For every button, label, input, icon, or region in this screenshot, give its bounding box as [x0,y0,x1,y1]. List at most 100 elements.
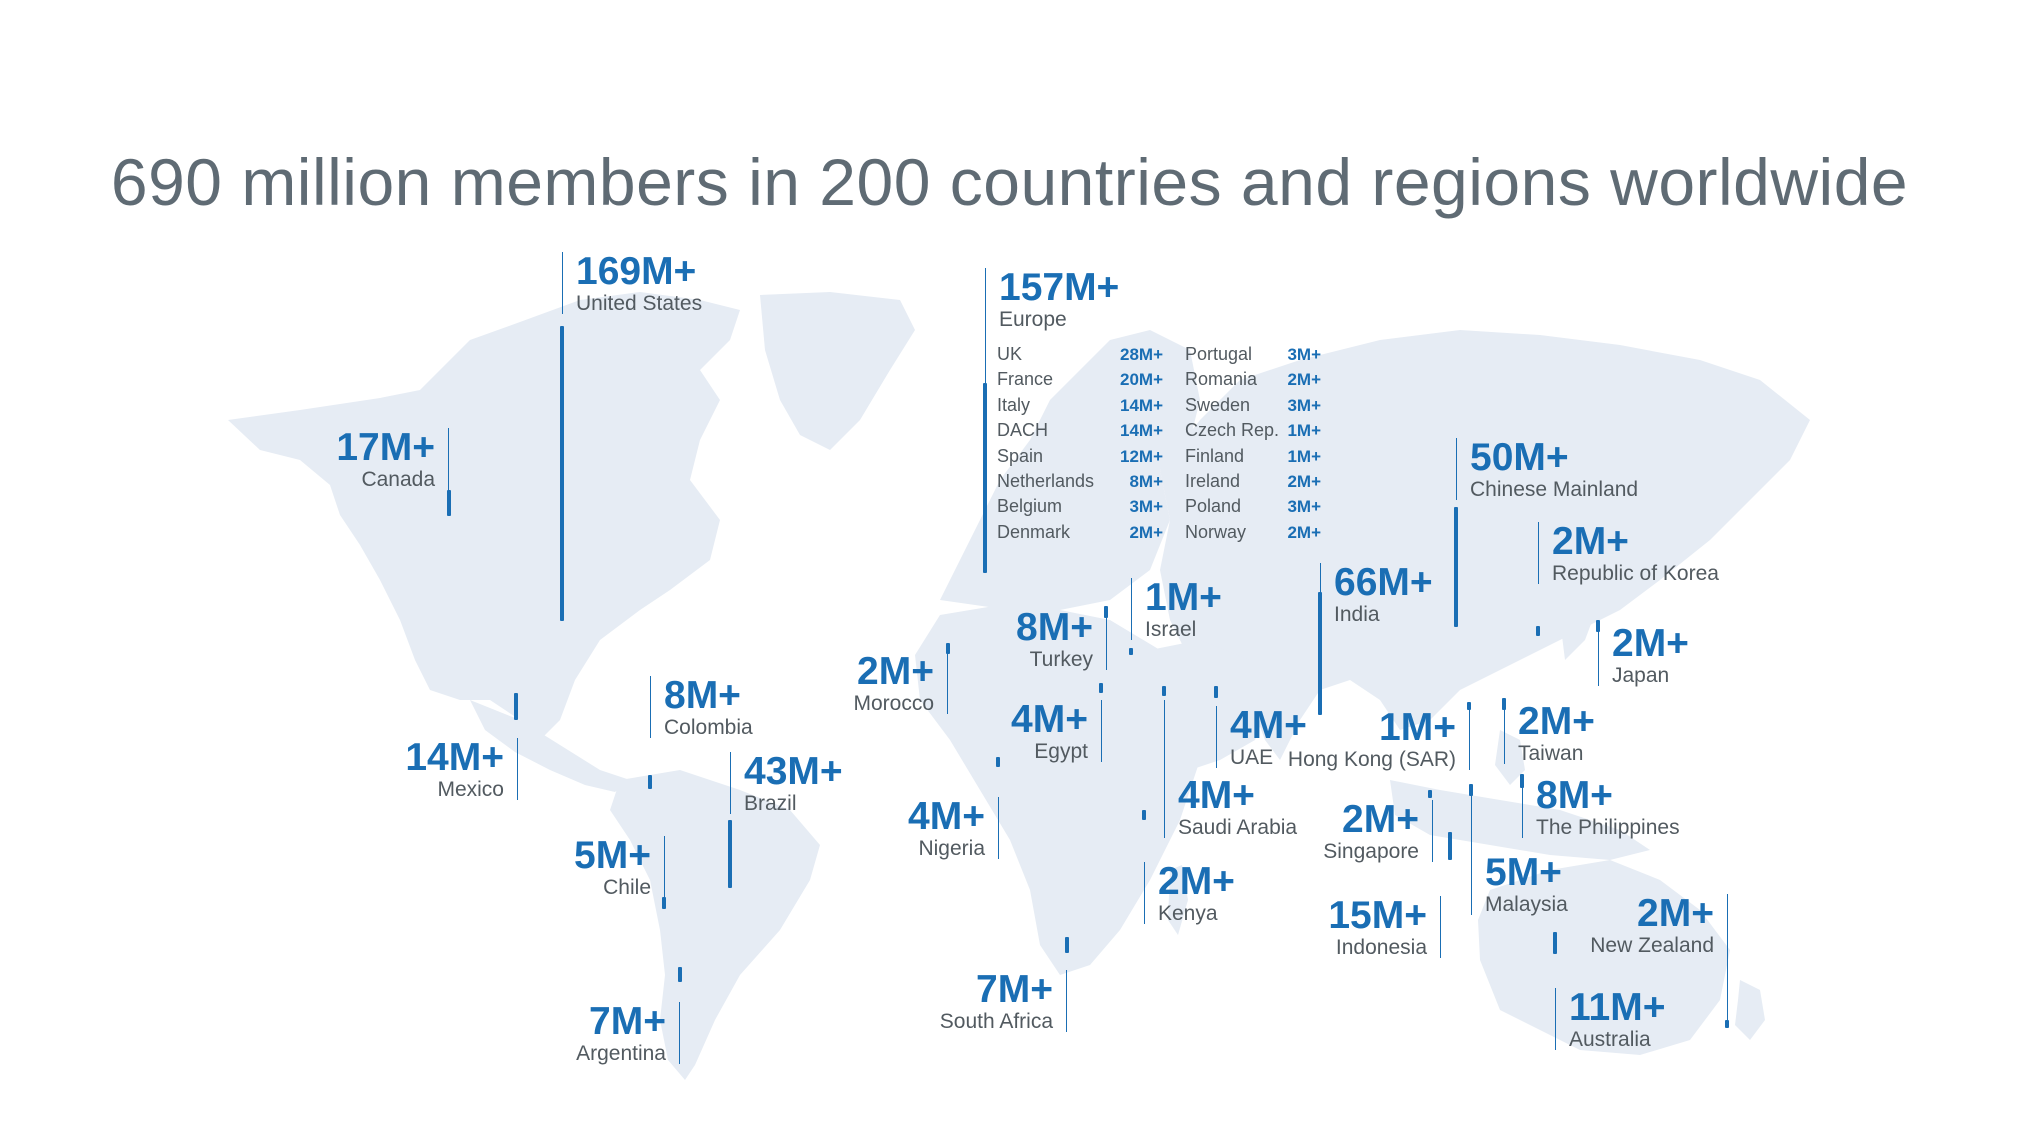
stat-morocco: 2M+ Morocco [853,652,948,714]
marker-canada [447,490,451,516]
stat-argentina: 7M+ Argentina [576,1002,680,1064]
stat-value: 1M+ [1145,576,1222,619]
stat-label: Chile [603,876,651,899]
europe-breakdown-row: Finland 1M+ [1185,446,1321,471]
new-zealand-leader-line [1727,954,1728,1024]
europe-leader-line [985,268,986,383]
europe-country-name: Finland [1185,445,1245,466]
map-australia [1478,860,1730,1055]
marker-philippines [1520,774,1524,788]
stat-australia: 11M+ Australia [1555,988,1666,1050]
stat-value: 43M+ [744,750,843,793]
europe-breakdown-row: Ireland 2M+ [1185,471,1321,496]
europe-breakdown-row: Denmark 2M+ [997,522,1163,547]
stat-label: UAE [1230,746,1274,769]
europe-country-value: 3M+ [1129,497,1163,517]
stat-value: 2M+ [1552,520,1629,563]
malaysia-leader-line [1471,796,1472,853]
stat-label: Turkey [1029,648,1093,671]
stat-label: New Zealand [1590,934,1714,957]
stat-japan: 2M+ Japan [1598,624,1689,686]
europe-breakdown-row: Belgium 3M+ [997,496,1163,521]
europe-country-name: Spain [997,445,1044,466]
marker-malaysia [1469,784,1473,796]
europe-country-name: UK [997,344,1023,364]
europe-breakdown-row: DACH 14M+ [997,420,1163,445]
stat-nigeria: 4M+ Nigeria [908,797,999,859]
marker-mexico [514,693,518,720]
stat-label: Malaysia [1485,893,1568,916]
stat-label: Republic of Korea [1552,562,1719,585]
stat-value: 5M+ [574,834,651,877]
europe-breakdown-row: France 20M+ [997,369,1163,394]
stat-value: 7M+ [976,968,1053,1011]
europe-country-name: Netherlands [997,470,1095,491]
stat-value: 2M+ [1612,622,1689,665]
europe-country-name: Denmark [997,521,1071,542]
marker-kenya [1142,810,1146,820]
stat-label: Singapore [1323,840,1419,863]
europe-country-value: 2M+ [1287,471,1321,491]
europe-country-value: 14M+ [1120,421,1163,441]
map-new-zealand [1735,980,1765,1040]
stat-label: Colombia [664,716,753,739]
stat-label: South Africa [939,1010,1053,1033]
stat-mexico: 14M+ Mexico [405,738,518,800]
stat-value: 8M+ [1536,774,1613,817]
page-title: 690 million members in 200 countries and… [110,145,1909,220]
europe-country-value: 2M+ [1287,522,1321,542]
marker-nigeria [996,757,1000,767]
stat-value: 17M+ [336,426,435,469]
europe-country-name: France [997,369,1054,390]
europe-breakdown-row: Norway 2M+ [1185,522,1321,547]
marker-europe [983,383,987,573]
stat-label: Brazil [744,792,797,815]
marker-japan [1596,620,1600,632]
stat-label: The Philippines [1536,816,1680,839]
stat-value: 14M+ [405,736,504,779]
stat-label: Hong Kong (SAR) [1287,748,1456,771]
europe-country-name: Poland [1185,496,1242,517]
stat-indonesia: 15M+ Indonesia [1328,896,1441,958]
stat-chile: 5M+ Chile [574,836,665,898]
marker-hong-kong [1467,702,1471,710]
stat-value: 2M+ [1342,798,1419,841]
marker-india [1318,592,1322,715]
stat-label: Europe [999,308,1067,331]
marker-morocco [946,643,950,654]
map-indonesia [1390,780,1650,860]
stat-label: Chinese Mainland [1470,478,1639,501]
stat-label: Australia [1569,1028,1651,1051]
map-central-america [470,700,630,792]
stat-label: Mexico [437,778,504,801]
stat-malaysia: 5M+ Malaysia [1471,853,1568,915]
stat-value: 8M+ [664,674,741,717]
stat-brazil: 43M+ Brazil [730,752,843,814]
stat-label: Indonesia [1335,936,1427,959]
stat-value: 8M+ [1016,606,1093,649]
europe-breakdown-col-2: Portugal 3M+ Romania 2M+ Sweden 3M+ Czech Rep.… [1185,344,1321,547]
stat-label: Kenya [1158,902,1218,925]
europe-country-value: 3M+ [1287,497,1321,517]
stat-philippines: 8M+ The Philippines [1522,776,1680,838]
europe-breakdown-row: Poland 3M+ [1185,496,1321,521]
europe-country-name: Romania [1185,369,1258,390]
stat-label: Argentina [576,1042,666,1065]
europe-country-name: Czech Rep. [1185,420,1280,441]
stat-label: Saudi Arabia [1178,816,1298,839]
marker-taiwan [1502,698,1506,710]
stat-value: 11M+ [1569,986,1666,1029]
stat-canada: 17M+ Canada [336,428,449,490]
stat-value: 66M+ [1334,561,1433,604]
stat-label: Israel [1145,618,1197,641]
stat-united-states: 169M+ United States [562,252,702,314]
stat-turkey: 8M+ Turkey [1016,608,1107,670]
marker-chinese-mainland [1454,507,1458,627]
stat-value: 157M+ [999,266,1120,309]
stat-label: Nigeria [918,837,985,860]
map-asia [1160,330,1810,760]
stat-uae: 4M+ UAE [1216,706,1307,768]
map-arabia [1150,640,1270,770]
